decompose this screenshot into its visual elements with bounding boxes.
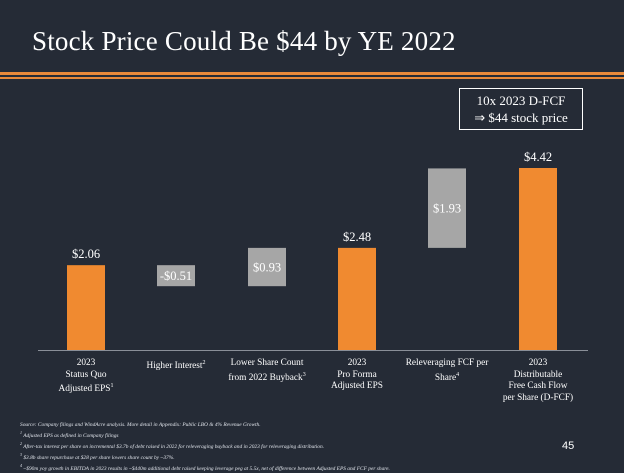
accent-rule-bottom	[0, 77, 624, 79]
data-label-4: $1.93	[433, 202, 461, 216]
category-label-4: Releveraging FCF per Share4	[405, 358, 489, 383]
page-number: 45	[562, 440, 575, 452]
data-label-5: $4.42	[524, 150, 552, 164]
valuation-callout-box: 10x 2023 D-FCF ⇒ $44 stock price	[459, 88, 583, 130]
bar-0	[67, 265, 105, 350]
category-label-5: 2023 Distributable Free Cash Flow per Share…	[502, 358, 574, 403]
data-label-0: $2.06	[72, 247, 100, 261]
callout-line-1: 10x 2023 D-FCF	[476, 93, 566, 108]
bar-4	[428, 168, 466, 248]
category-label-2: Lower Share Count from 2022 Buyback3	[228, 358, 306, 383]
category-label-3: 2023 Pro Forma Adjusted EPS	[331, 358, 383, 391]
accent-rule-top	[0, 72, 624, 75]
category-label-1: Higher Interest2	[146, 360, 206, 372]
footnote-1: 1 Adjusted EPS as defined in Company fil…	[20, 430, 119, 439]
data-label-1: -$0.51	[160, 269, 192, 283]
data-label-2: $0.93	[253, 261, 281, 275]
footnote-2: 2 After-tax interest per share on increm…	[20, 441, 324, 450]
bar-5	[519, 168, 557, 350]
slide-title: Stock Price Could Be $44 by YE 2022	[32, 26, 456, 56]
data-label-3: $2.48	[343, 230, 371, 244]
footnotes: Source: Company filings and WindAcre ana…	[20, 421, 540, 473]
category-label-0: 2023 Status Quo Adjusted EPS1	[58, 358, 114, 395]
footnote-source: Source: Company filings and WindAcre ana…	[20, 422, 261, 428]
bar-1	[157, 265, 195, 287]
footnote-3: 3 $3.8b share repurchase at $28 per shar…	[20, 452, 175, 461]
bar-2	[248, 247, 286, 287]
callout-line-2: ⇒ $44 stock price	[474, 110, 568, 125]
bar-3	[338, 247, 376, 350]
